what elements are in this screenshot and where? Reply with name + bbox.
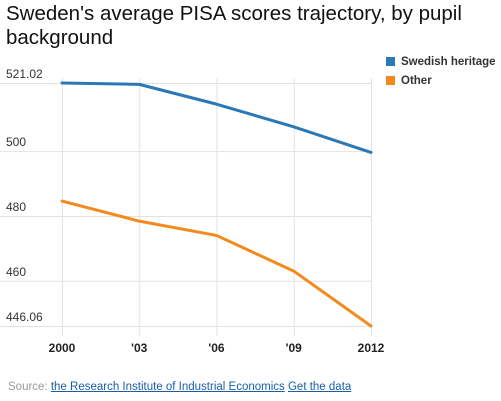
y-tick-label: 500: [6, 135, 26, 149]
y-tick-label: 480: [6, 200, 26, 214]
chart-title: Sweden's average PISA scores trajectory,…: [6, 2, 462, 49]
x-tick-label: '06: [208, 341, 225, 355]
source-prefix: Source:: [8, 381, 51, 393]
source-link[interactable]: the Research Institute of Industrial Eco…: [50, 381, 285, 393]
legend-label-swedish-heritage: Swedish heritage: [401, 55, 496, 68]
x-tick-label: '09: [286, 341, 303, 355]
x-tick-label: '03: [131, 341, 148, 355]
x-tick-label: 2000: [49, 341, 76, 355]
y-tick-label: 446.06: [6, 310, 43, 324]
source-note: Source: the Research Institute of Indust…: [8, 381, 351, 393]
y-tick-label: 460: [6, 265, 26, 279]
x-tick-label: 2012: [358, 341, 385, 355]
legend-label-other: Other: [401, 74, 432, 87]
get-data-link[interactable]: Get the data: [287, 381, 352, 393]
legend-swatch-swedish-heritage: [386, 57, 395, 66]
legend-swatch-other: [386, 76, 395, 85]
y-tick-label: 521.02: [6, 67, 43, 81]
legend-item-swedish-heritage[interactable]: Swedish heritage: [386, 52, 496, 71]
legend: Swedish heritage Other: [386, 52, 496, 90]
series-line-swedish-heritage: [60, 81, 373, 154]
legend-item-other[interactable]: Other: [386, 71, 496, 90]
series-line-other: [60, 199, 373, 328]
